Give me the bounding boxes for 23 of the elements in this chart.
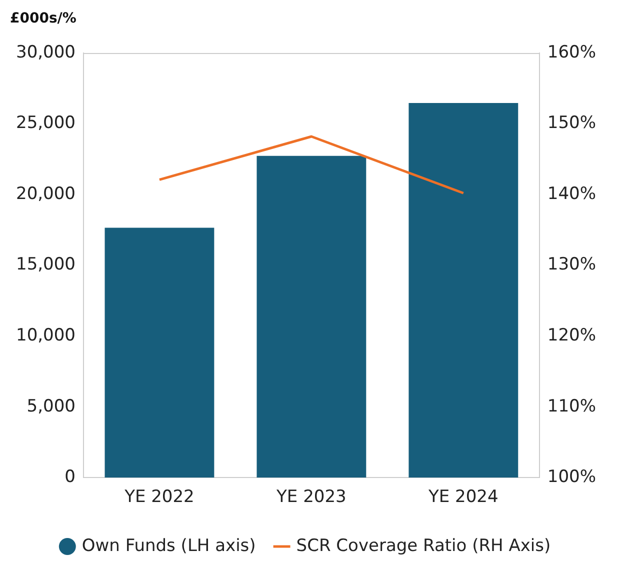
y-tick-label: 0	[64, 467, 76, 488]
bar	[408, 102, 518, 478]
y2-tick-label: 130%	[547, 254, 596, 275]
bar	[104, 228, 214, 478]
y-tick-label: 30,000	[16, 42, 76, 62]
y2-tick-label: 100%	[547, 467, 596, 488]
x-tick-label: YE 2023	[276, 487, 346, 508]
x-tick-label: YE 2024	[428, 487, 498, 508]
y-tick-label: 25,000	[16, 113, 76, 134]
y-tick-label: 15,000	[16, 254, 76, 275]
legend-label: Own Funds (LH axis)	[82, 536, 256, 556]
y-tick-label: 20,000	[16, 184, 76, 204]
y2-tick-label: 120%	[547, 325, 596, 346]
y2-tick-label: 110%	[547, 396, 596, 416]
y2-tick-label: 140%	[547, 184, 596, 204]
y-tick-label: 10,000	[16, 325, 76, 346]
y2-tick-label: 150%	[547, 113, 596, 134]
y-tick-label: 5,000	[26, 396, 76, 416]
x-tick-label: YE 2022	[124, 487, 194, 508]
bar	[256, 156, 366, 478]
y-axis-title: £000s/%	[10, 10, 76, 27]
legend-label: SCR Coverage Ratio (RH Axis)	[296, 536, 551, 556]
y2-tick-label: 160%	[547, 42, 596, 62]
